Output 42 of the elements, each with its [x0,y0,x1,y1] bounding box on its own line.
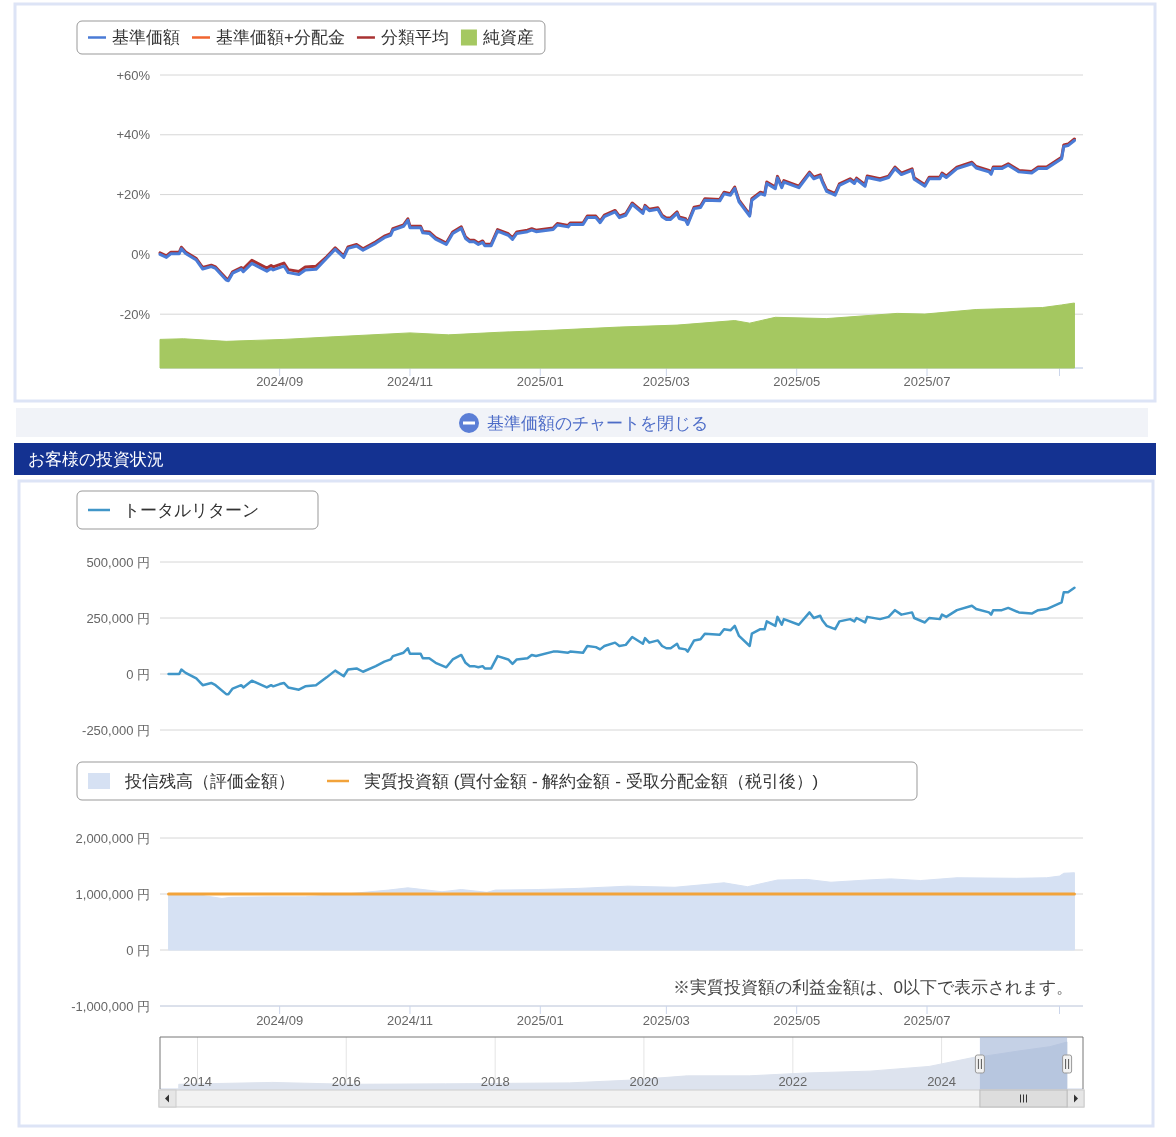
x-tick-label: 2025/07 [903,1012,951,1028]
annotation: ※実質投資額の利益金額は、0以下で表示されます。 [672,977,1073,997]
y-tick-label: -1,000,000 円 [71,998,150,1014]
legend-label: 基準価額 [112,28,180,47]
legend-label: 投信残高（評価金額） [124,771,295,791]
y-tick-label: +40% [116,127,151,143]
y-tick-label: 0% [131,246,151,262]
y-tick-label: +60% [116,67,151,83]
x-tick-label: 2016 [331,1073,361,1089]
x-tick-label: 2018 [480,1073,510,1089]
y-tick-label: +20% [116,187,151,203]
x-tick-label: 2014 [183,1073,212,1089]
y-tick-label: 0 円 [126,666,150,682]
x-tick-label: 2025/07 [903,373,951,389]
x-tick-label: 2025/05 [773,1012,821,1028]
x-tick-label: 2025/03 [642,1012,690,1028]
x-tick-label: 2024/11 [386,373,433,389]
y-tick-label: 0 円 [126,942,150,958]
y-tick-label: 1,000,000 円 [75,886,150,902]
legend-label: 基準価額+分配金 [216,28,345,47]
y-tick-label: 500,000 円 [86,554,150,570]
y-tick-label: -250,000 円 [82,722,150,738]
y-tick-label: 2,000,000 円 [75,830,150,846]
legend-label: トータルリターン [123,500,259,520]
x-tick-label: 2024/11 [386,1012,433,1028]
legend-label: 実質投資額 (買付金額 - 解約金額 - 受取分配金額（税引後）) [364,771,819,791]
y-tick-label: -20% [119,306,151,322]
x-tick-label: 2022 [778,1073,808,1089]
text: 基準価額のチャートを閉じる [487,413,708,433]
x-tick-label: 2020 [629,1073,659,1089]
x-tick-label: 2024 [927,1073,957,1089]
x-tick-label: 2025/01 [516,373,564,389]
chart-title: お客様の投資状況 [28,449,164,469]
x-tick-label: 2024/09 [256,1012,304,1028]
y-tick-label: 250,000 円 [86,610,150,626]
legend-label: 分類平均 [380,28,449,47]
x-tick-label: 2025/01 [516,1012,564,1028]
x-tick-label: 2025/05 [773,373,821,389]
line-series [167,586,1076,696]
x-tick-label: 2024/09 [256,373,304,389]
x-tick-label: 2025/03 [642,373,690,389]
legend-label: 純資産 [482,28,534,47]
